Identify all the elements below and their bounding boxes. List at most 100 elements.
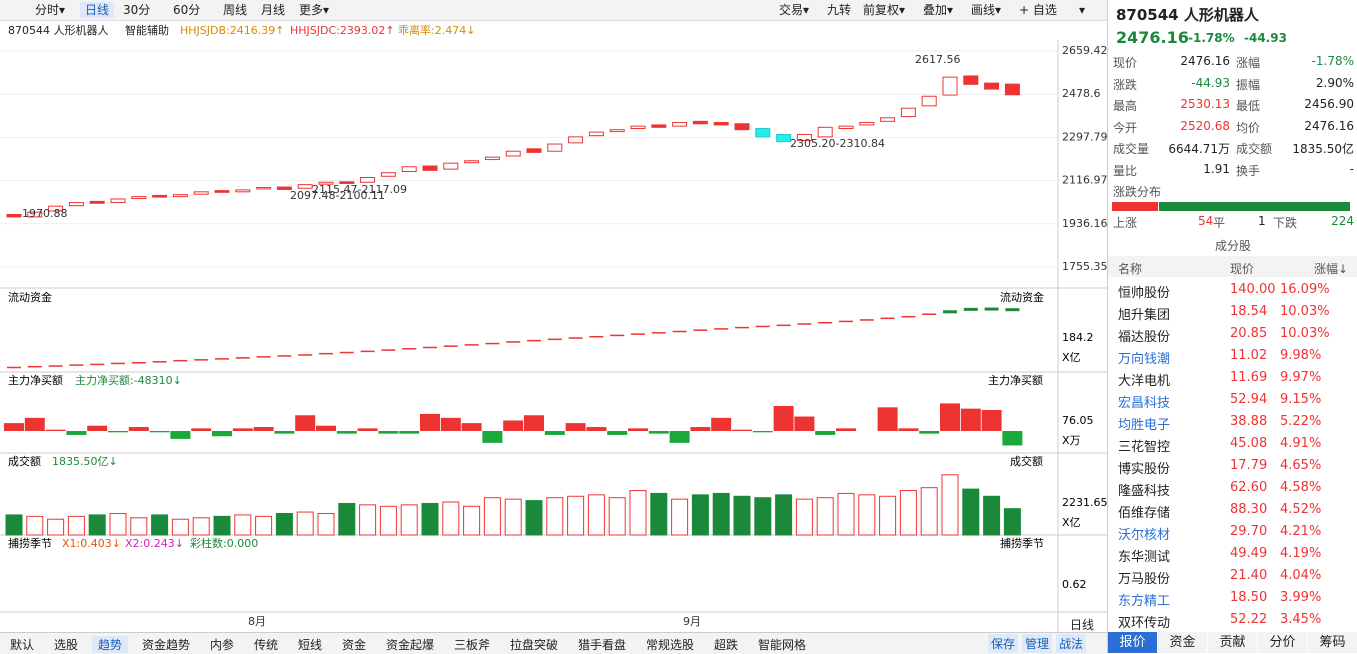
stock-name[interactable]: 万向钱潮 — [1118, 352, 1171, 367]
volume-bar — [567, 495, 585, 536]
bottom-tab[interactable]: 常规选股 — [646, 638, 695, 652]
toolbar-button[interactable]: 分时▾ — [35, 3, 66, 17]
bottom-tab[interactable]: 默认 — [10, 638, 35, 652]
candle — [588, 131, 604, 137]
volume-bar — [650, 492, 668, 536]
netbuy-bar — [919, 431, 940, 434]
netbuy-bar — [711, 417, 732, 431]
netbuy-bar — [4, 423, 24, 431]
stock-name[interactable]: 三花智控 — [1118, 440, 1171, 455]
y-tick-label: 1936.16 — [1062, 217, 1107, 230]
candle — [6, 214, 22, 218]
bottom-button[interactable]: 保存 — [988, 634, 1019, 653]
list-header[interactable]: 涨幅↓ — [1313, 262, 1348, 276]
toolbar-button[interactable]: 月线 — [261, 3, 286, 17]
stock-name[interactable]: 东方精工 — [1118, 594, 1171, 609]
price-annotation: 2305.20-2310.84 — [790, 137, 885, 150]
toolbar-button[interactable]: 交易▾ — [779, 3, 810, 17]
candle — [214, 190, 230, 193]
panel-tab[interactable]: 筹码 — [1308, 632, 1357, 653]
y-tick-label: 2231.65 — [1062, 496, 1107, 509]
panel-subtitle: 1835.50亿↓ — [52, 455, 118, 468]
toolbar-button[interactable]: + 自选 — [1019, 3, 1057, 17]
stock-name[interactable]: 博实股份 — [1118, 462, 1171, 477]
bottom-button[interactable]: 管理 — [1022, 634, 1053, 653]
candle — [859, 122, 875, 126]
toolbar-button[interactable]: 30分 — [123, 3, 151, 17]
bottom-tab[interactable]: 短线 — [298, 638, 323, 652]
bottom-tab[interactable]: 猎手看盘 — [578, 638, 627, 652]
netbuy-bar — [45, 429, 66, 431]
stock-name[interactable]: 隆盛科技 — [1118, 484, 1171, 499]
stock-title: 870544 人形机器人 — [1116, 6, 1259, 24]
bottom-tab[interactable]: 传统 — [254, 638, 279, 652]
stock-price: 140.00 — [1230, 282, 1276, 297]
quote-value: -44.93 — [1191, 75, 1230, 90]
price-annotation: 2097.48-2100.11 — [290, 189, 385, 202]
stock-name[interactable]: 恒帅股份 — [1118, 286, 1171, 301]
toolbar-button[interactable]: 画线▾ — [971, 3, 1002, 17]
stock-pct: 9.97% — [1280, 370, 1322, 385]
toolbar-button[interactable]: 九转 — [827, 3, 852, 17]
stock-name[interactable]: 佰维存储 — [1118, 506, 1171, 521]
quote-label: 振幅 — [1236, 77, 1261, 92]
stock-name[interactable]: 均胜电子 — [1118, 418, 1171, 433]
volume-bar — [795, 498, 813, 536]
volume-bar — [296, 511, 314, 536]
toolbar-button[interactable]: 更多▾ — [299, 3, 330, 17]
panel-tab[interactable]: 资金 — [1158, 632, 1207, 653]
dist-label: 平 — [1213, 216, 1226, 230]
netbuy-bar — [836, 428, 856, 431]
stock-name[interactable]: 福达股份 — [1118, 330, 1171, 345]
volume-bar — [47, 518, 65, 536]
bottom-tab[interactable]: 资金趋势 — [142, 638, 191, 652]
toolbar-button[interactable]: 前复权▾ — [863, 3, 906, 17]
stock-name[interactable]: 双环传动 — [1118, 616, 1171, 631]
candle — [360, 176, 376, 183]
toolbar-button[interactable]: 日线 — [80, 2, 115, 18]
stock-name[interactable]: 大洋电机 — [1118, 374, 1171, 389]
stock-price: 18.54 — [1230, 304, 1268, 319]
stock-name[interactable]: 万马股份 — [1118, 572, 1171, 587]
panel-tab[interactable]: 报价 — [1108, 632, 1157, 653]
bottom-tab[interactable]: 资金 — [342, 638, 367, 652]
bottom-tab[interactable]: 智能网格 — [758, 638, 807, 652]
netbuy-bar — [524, 415, 544, 431]
candle — [547, 143, 563, 152]
toolbar-button[interactable]: 叠加▾ — [923, 3, 954, 17]
toolbar-button[interactable]: 周线 — [223, 3, 248, 17]
netbuy-bar — [877, 407, 898, 431]
y-tick-label: 2297.79 — [1062, 130, 1107, 143]
bottom-tab[interactable]: 超跌 — [714, 638, 739, 652]
stock-name[interactable]: 旭升集团 — [1118, 308, 1171, 323]
volume-bar — [67, 515, 85, 536]
stock-name[interactable]: 宏昌科技 — [1118, 396, 1171, 411]
bottom-tab[interactable]: 拉盘突破 — [510, 638, 559, 652]
stock-name[interactable]: 东华测试 — [1118, 550, 1171, 565]
panel-tab[interactable]: 贡献 — [1208, 632, 1257, 653]
candle — [630, 125, 646, 130]
candle — [27, 211, 43, 218]
bottom-button[interactable]: 战法 — [1056, 634, 1087, 653]
netbuy-bar — [898, 428, 919, 431]
toolbar-button[interactable]: 60分 — [173, 3, 201, 17]
y-tick-label: 184.2 — [1062, 331, 1094, 344]
netbuy-bar — [503, 420, 524, 431]
candle — [526, 148, 542, 153]
bottom-tab[interactable]: 资金起爆 — [386, 638, 435, 652]
volume-bar — [920, 487, 938, 536]
list-header: 名称 — [1118, 262, 1143, 276]
bottom-tab[interactable]: 趋势 — [92, 636, 129, 653]
netbuy-bar — [420, 413, 440, 431]
toolbar-button[interactable]: ▾ — [1079, 3, 1086, 17]
stock-name[interactable]: 沃尔核材 — [1118, 528, 1171, 543]
bottom-tab[interactable]: 选股 — [54, 638, 79, 652]
bottom-tab[interactable]: 内参 — [210, 638, 235, 652]
price-annotation: 1970.88 — [22, 207, 68, 220]
candle — [568, 136, 584, 144]
candle — [68, 202, 84, 207]
bottom-tab[interactable]: 三板斧 — [454, 638, 491, 652]
panel-tab[interactable]: 分价 — [1258, 632, 1307, 653]
quote-value: 2.90% — [1315, 75, 1354, 90]
quote-value: 1.91 — [1203, 161, 1230, 176]
